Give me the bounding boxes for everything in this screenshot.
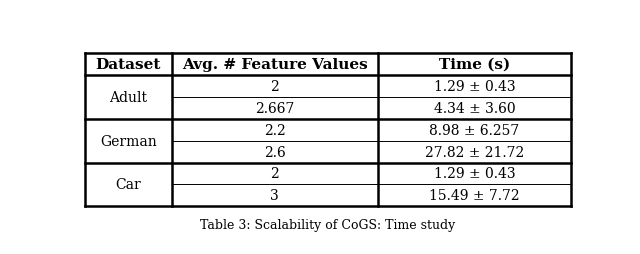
Text: Time (s): Time (s) bbox=[438, 58, 510, 72]
Text: Car: Car bbox=[115, 178, 141, 192]
Text: 1.29 ± 0.43: 1.29 ± 0.43 bbox=[433, 167, 515, 181]
Text: Table 3: Scalability of CoGS: Time study: Table 3: Scalability of CoGS: Time study bbox=[200, 218, 456, 231]
Text: 1.29 ± 0.43: 1.29 ± 0.43 bbox=[433, 80, 515, 94]
Text: 4.34 ± 3.60: 4.34 ± 3.60 bbox=[433, 101, 515, 115]
Text: Avg. # Feature Values: Avg. # Feature Values bbox=[182, 58, 367, 72]
Text: 2: 2 bbox=[270, 80, 279, 94]
Text: Dataset: Dataset bbox=[95, 58, 161, 72]
Text: 2.6: 2.6 bbox=[264, 145, 285, 159]
Text: 15.49 ± 7.72: 15.49 ± 7.72 bbox=[429, 189, 520, 203]
Text: 2: 2 bbox=[270, 167, 279, 181]
Text: 8.98 ± 6.257: 8.98 ± 6.257 bbox=[429, 123, 520, 137]
Text: German: German bbox=[100, 134, 157, 148]
Text: 3: 3 bbox=[270, 189, 279, 203]
Text: 27.82 ± 21.72: 27.82 ± 21.72 bbox=[425, 145, 524, 159]
Text: Adult: Adult bbox=[109, 91, 147, 104]
Text: 2.2: 2.2 bbox=[264, 123, 285, 137]
Text: 2.667: 2.667 bbox=[255, 101, 294, 115]
